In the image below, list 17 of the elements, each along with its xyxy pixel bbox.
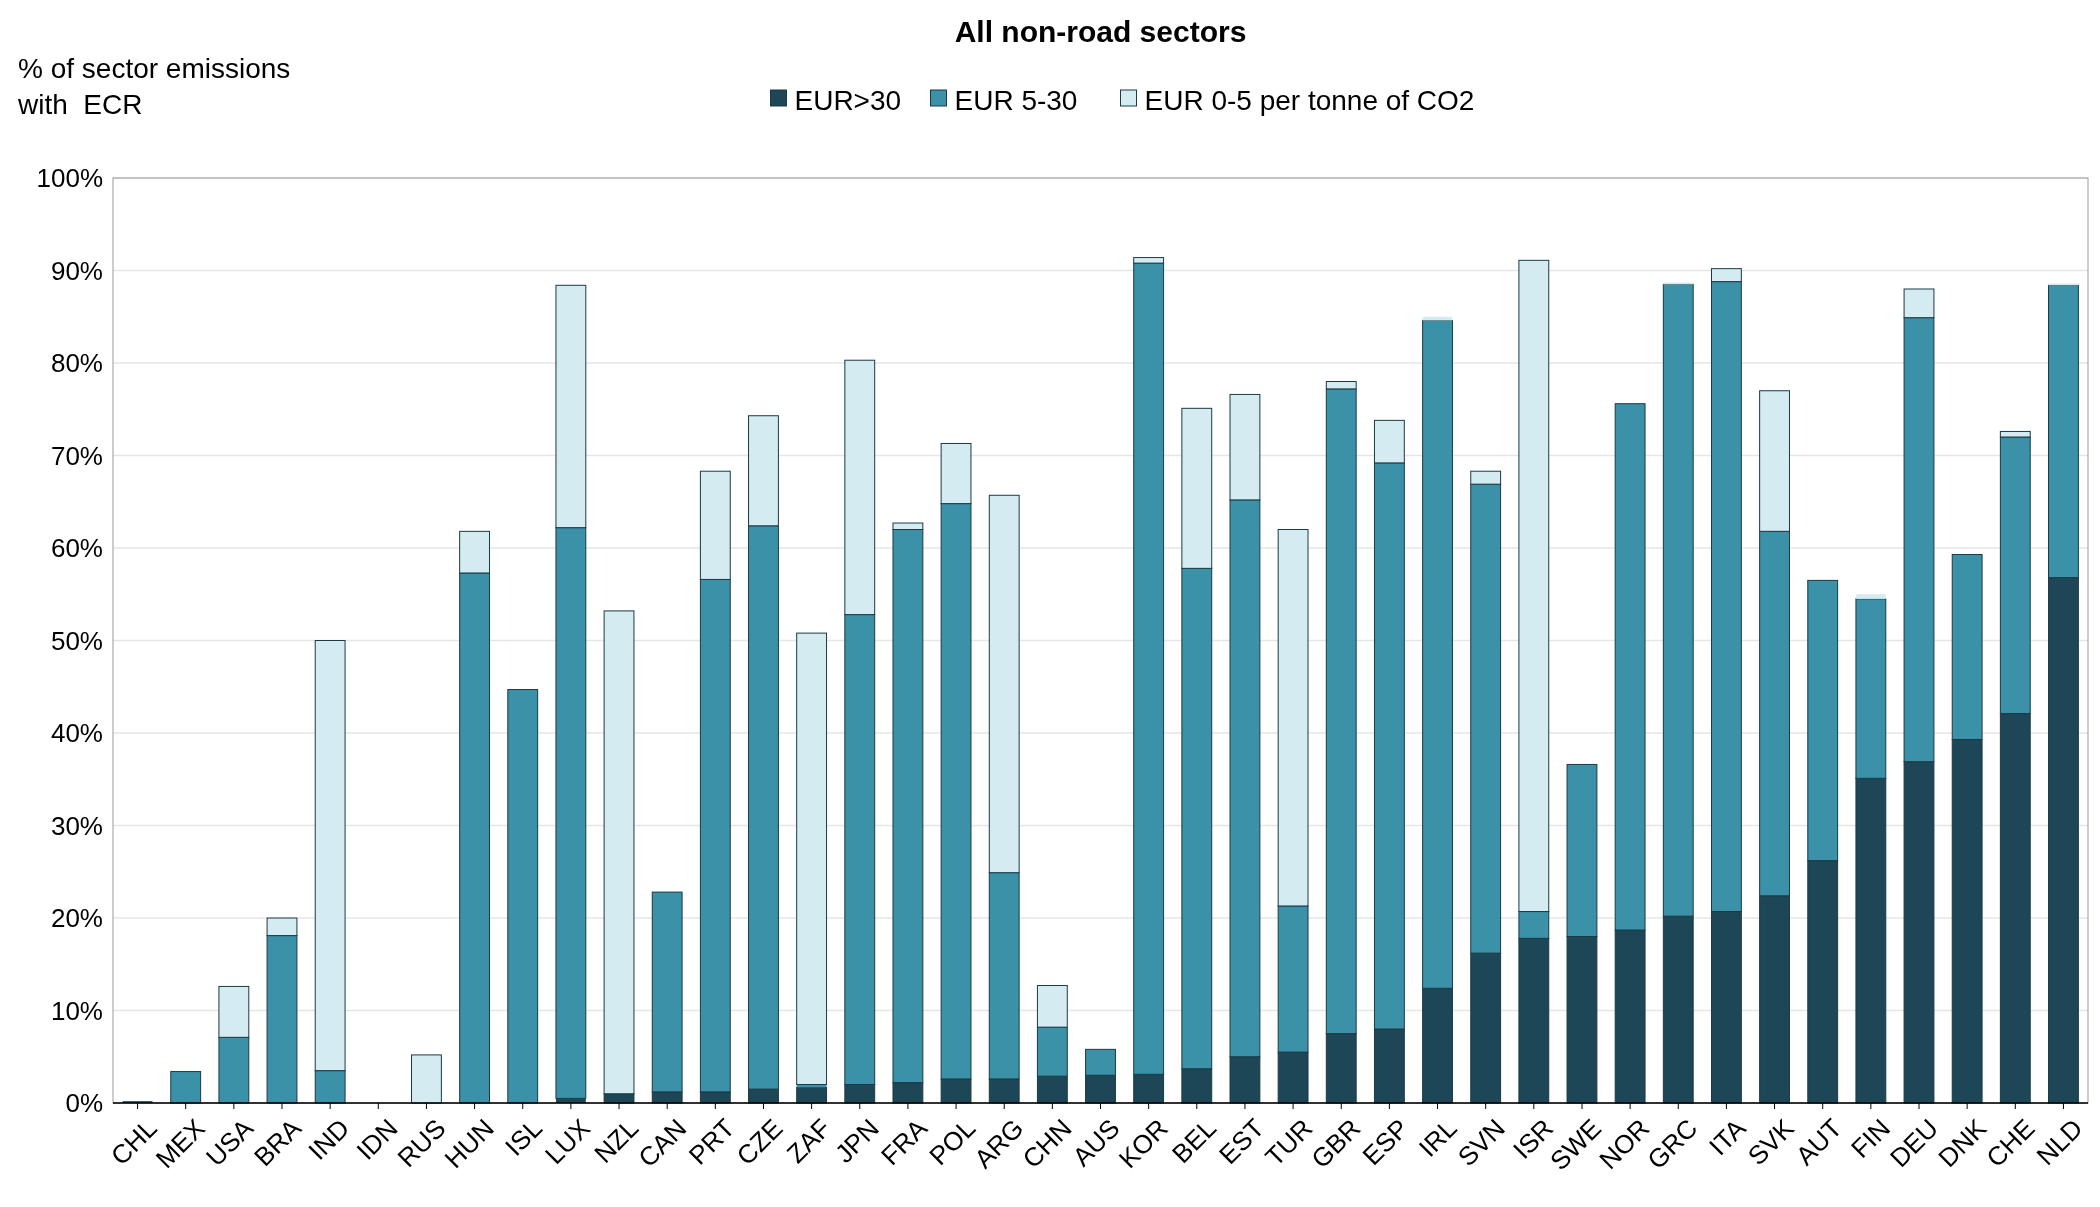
y-tick-label: 30% <box>50 810 103 841</box>
legend-label: EUR 5-30 <box>954 84 1078 116</box>
y-tick-label: 50% <box>50 625 103 656</box>
y-axis-title: % of sector emissions with ECR <box>17 53 291 120</box>
y-tick-label: 80% <box>50 348 103 379</box>
y-tick-label: 100% <box>36 163 103 194</box>
y-tick-label: 20% <box>50 903 103 934</box>
x-tick-label: IND <box>302 1112 356 1166</box>
y-tick-label: 70% <box>50 440 103 471</box>
y-tick-label: 0% <box>65 1088 103 1119</box>
y-tick-label: 40% <box>50 718 103 749</box>
y-tick-label: 10% <box>50 995 103 1026</box>
y-tick-label: 90% <box>50 255 103 286</box>
legend-label: EUR 0-5 per tonne of CO2 <box>1144 84 1475 116</box>
legend-label: EUR>30 <box>794 84 902 116</box>
chart-title: All non-road sectors <box>954 15 1247 48</box>
y-tick-label: 60% <box>50 533 103 564</box>
